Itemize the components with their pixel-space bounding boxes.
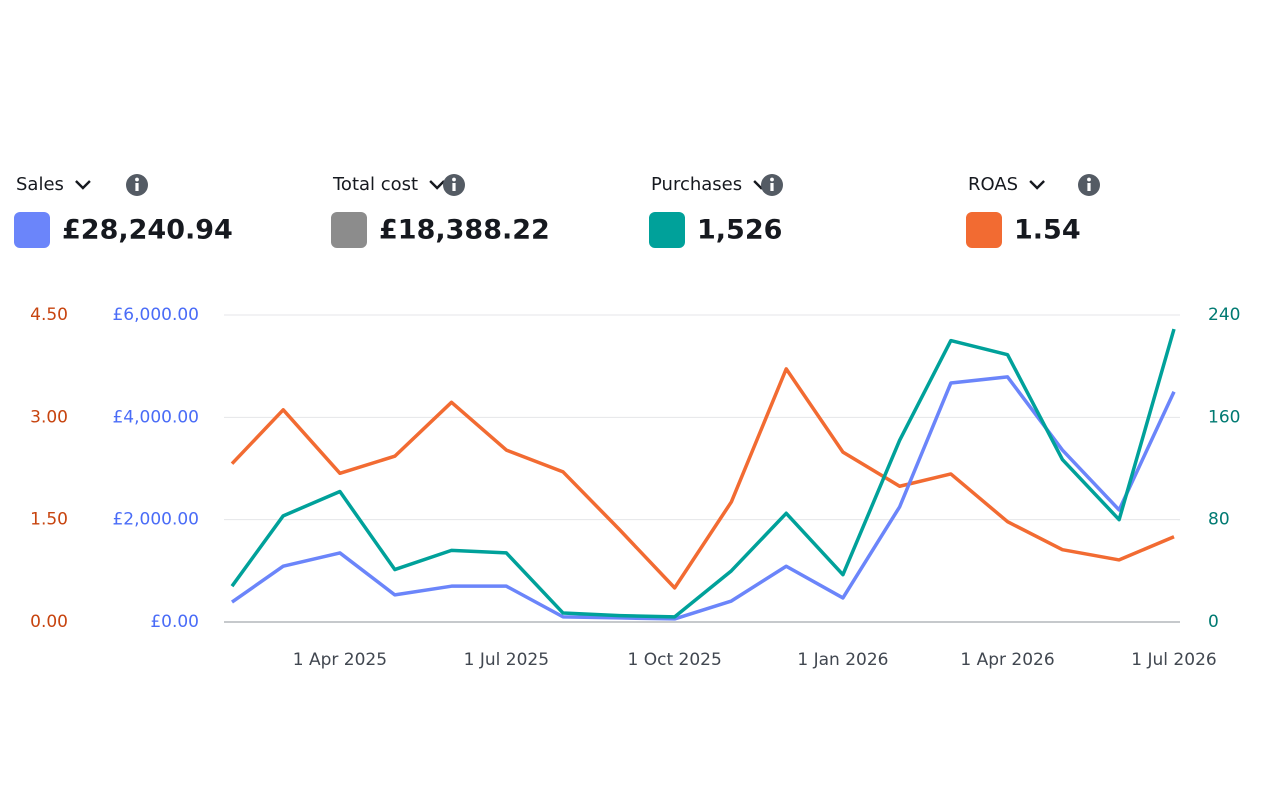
info-icon[interactable] — [761, 174, 783, 196]
metric-swatch — [331, 212, 367, 248]
info-icon[interactable] — [1078, 174, 1100, 196]
y-tick-label: £0.00 — [150, 612, 199, 632]
y2-tick-label: 240 — [1208, 305, 1240, 325]
y2-tick-label: 0 — [1208, 612, 1219, 632]
y-tick-label: £4,000.00 — [112, 407, 199, 427]
metric-value: £28,240.94 — [62, 215, 233, 246]
dropdown-chevron[interactable] — [1028, 179, 1046, 190]
x-tick-label: 1 Jan 2026 — [797, 650, 888, 670]
series-line — [230, 328, 1176, 619]
y2-tick-label: 80 — [1208, 510, 1230, 530]
dropdown-chevron[interactable] — [428, 179, 446, 190]
metric-swatch — [14, 212, 50, 248]
metric-value: 1,526 — [697, 215, 782, 246]
y-tick-label: £2,000.00 — [112, 510, 199, 530]
info-icon[interactable] — [126, 174, 148, 196]
y3-tick-label: 4.50 — [30, 305, 68, 325]
y3-tick-label: 3.00 — [30, 407, 68, 427]
metric-label[interactable]: Total cost — [332, 174, 418, 195]
series-line — [230, 375, 1176, 621]
x-tick-label: 1 Apr 2025 — [293, 650, 387, 670]
y-tick-label: £6,000.00 — [112, 305, 199, 325]
metric-swatch — [966, 212, 1002, 248]
x-tick-label: 1 Jul 2025 — [464, 650, 549, 670]
metric-value: 1.54 — [1014, 215, 1081, 246]
series-line — [230, 367, 1175, 590]
dropdown-chevron[interactable] — [74, 179, 92, 190]
y2-tick-label: 160 — [1208, 407, 1240, 427]
x-tick-label: 1 Oct 2025 — [628, 650, 722, 670]
metric-label[interactable]: ROAS — [968, 174, 1018, 195]
x-tick-label: 1 Jul 2026 — [1131, 650, 1216, 670]
y3-tick-label: 0.00 — [30, 612, 68, 632]
info-icon[interactable] — [443, 174, 465, 196]
metric-swatch — [649, 212, 685, 248]
x-tick-label: 1 Apr 2026 — [960, 650, 1054, 670]
metric-label[interactable]: Purchases — [651, 174, 742, 195]
metric-value: £18,388.22 — [379, 215, 550, 246]
metric-label[interactable]: Sales — [16, 174, 64, 195]
y3-tick-label: 1.50 — [30, 510, 68, 530]
